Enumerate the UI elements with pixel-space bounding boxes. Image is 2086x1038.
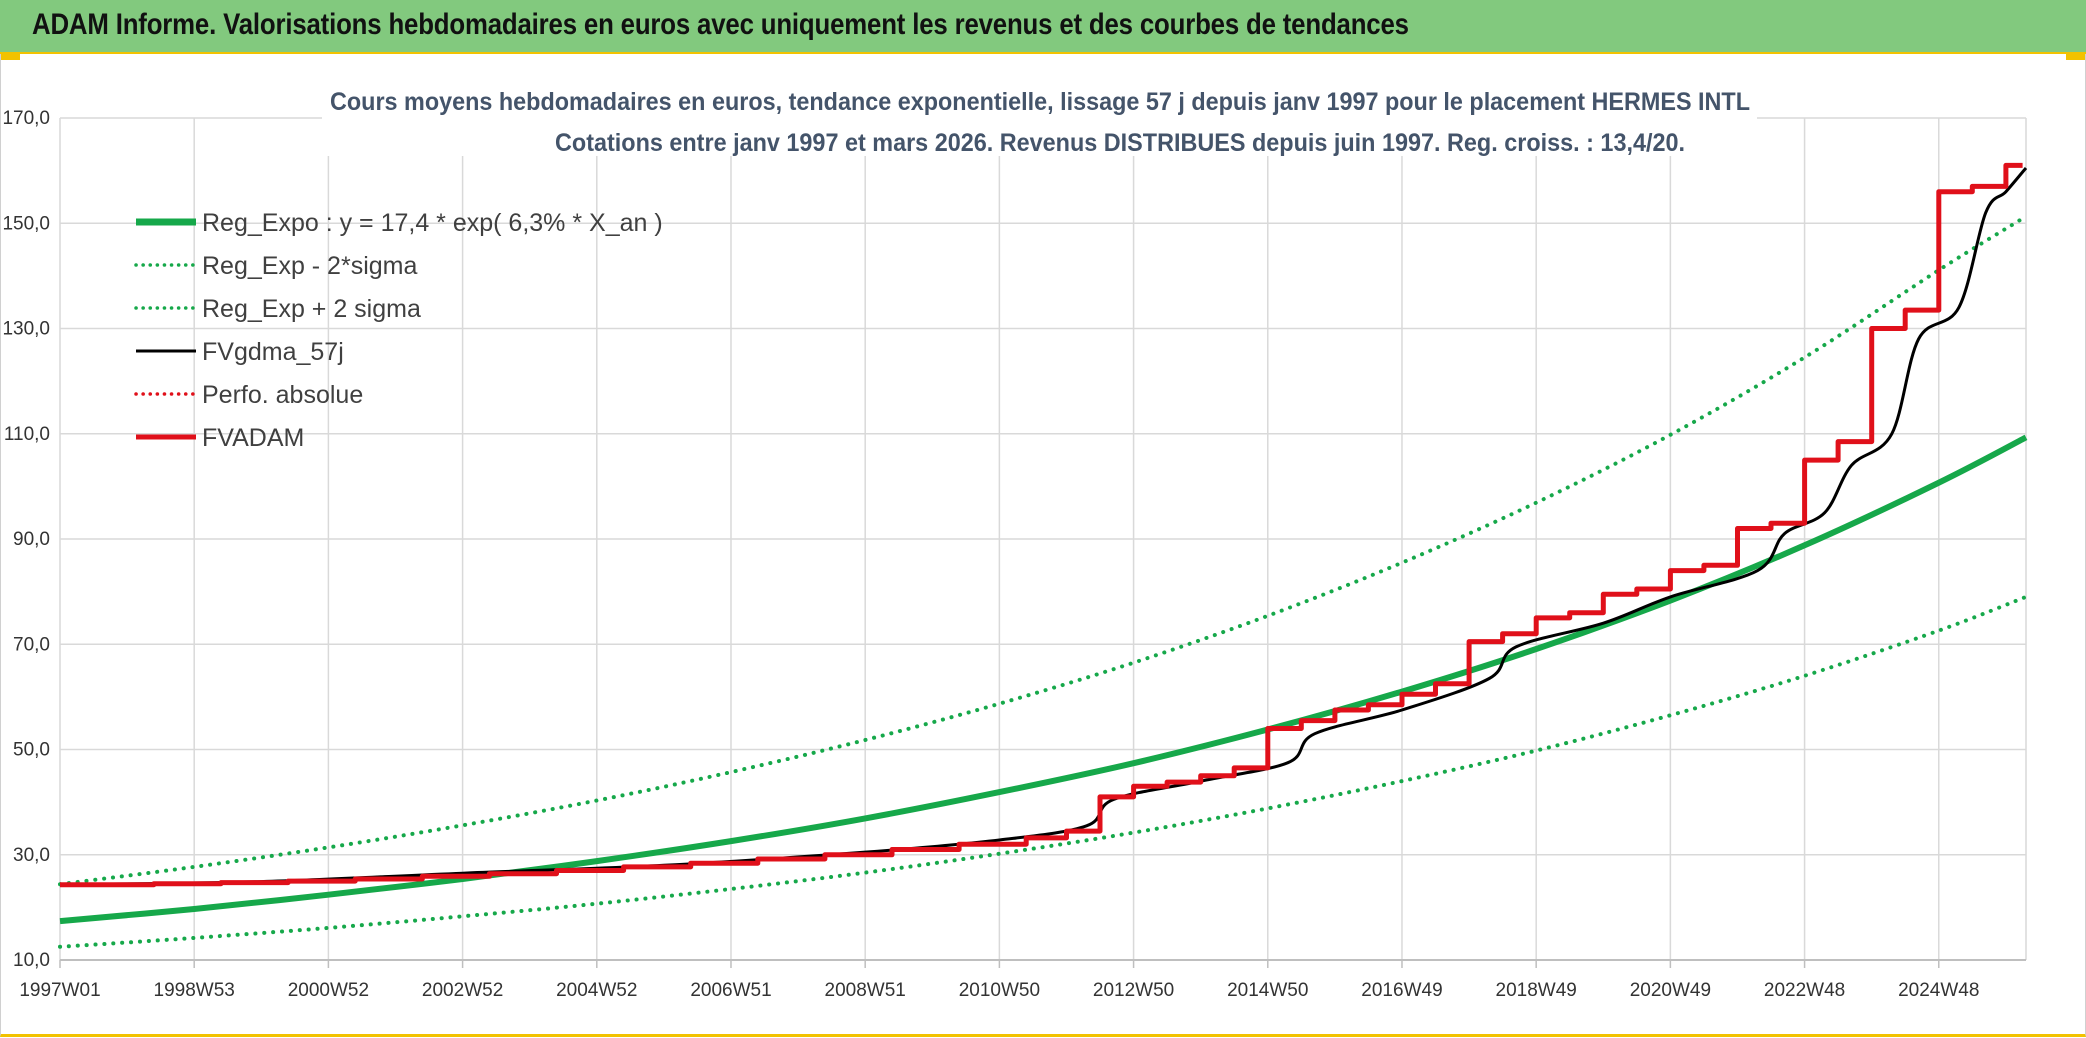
y-tick-label: 170,0 — [2, 108, 50, 129]
legend-label: Perfo. absolue — [202, 381, 363, 409]
x-tick-label: 2002W52 — [422, 980, 503, 1001]
chart-series — [58, 162, 2028, 949]
series-line-0 — [59, 434, 2028, 925]
x-tick-label: 2008W51 — [825, 980, 906, 1001]
y-tick-label: 90,0 — [13, 529, 50, 550]
series-line-1 — [58, 594, 2028, 949]
legend-label: Reg_Exp - 2*sigma — [202, 252, 417, 280]
y-tick-label: 30,0 — [13, 845, 50, 866]
x-tick-label: 1998W53 — [154, 980, 235, 1001]
y-tick-label: 10,0 — [13, 950, 50, 971]
x-tick-label: 1997W01 — [19, 980, 100, 1001]
x-tick-label: 2024W48 — [1898, 980, 1979, 1001]
x-tick-label: 2010W50 — [959, 980, 1040, 1001]
chart-legend: Reg_Expo : y = 17,4 * exp( 6,3% * X_an )… — [134, 209, 663, 452]
legend-label: Reg_Exp + 2 sigma — [202, 295, 421, 323]
x-tick-label: 2004W52 — [556, 980, 637, 1001]
y-tick-label: 50,0 — [13, 740, 50, 761]
series-line-5 — [60, 162, 2023, 888]
x-tick-label: 2016W49 — [1361, 980, 1442, 1001]
chart-axes: 10,0 30,0 50,0 70,0 90,0 110,0 130,0 150,0 170,0… — [2, 108, 2026, 1001]
x-tick-label: 2020W49 — [1630, 980, 1711, 1001]
page-title: ADAM Informe. Valorisations hebdomadaire… — [32, 8, 1409, 41]
chart-title-group: Cours moyens hebdomadaires en euros, ten… — [322, 78, 1757, 157]
chart-grid — [59, 117, 2027, 961]
y-tick-label: 70,0 — [13, 634, 50, 655]
chart-subtitle: Cotations entre janv 1997 et mars 2026. … — [555, 129, 1685, 157]
corner-accent-right — [2066, 52, 2086, 60]
y-tick-label: 130,0 — [2, 319, 50, 340]
x-tick-label: 2014W50 — [1227, 980, 1308, 1001]
header-banner: ADAM Informe. Valorisations hebdomadaire… — [0, 0, 2086, 54]
legend-label: FVgdma_57j — [202, 338, 344, 366]
x-tick-label: 2022W48 — [1764, 980, 1845, 1001]
x-tick-label: 2006W51 — [690, 980, 771, 1001]
y-tick-label: 150,0 — [2, 213, 50, 234]
x-tick-label: 2018W49 — [1496, 980, 1577, 1001]
y-tick-label: 110,0 — [4, 424, 50, 445]
legend-label: FVADAM — [202, 424, 304, 452]
chart-title: Cours moyens hebdomadaires en euros, ten… — [330, 88, 1750, 116]
series-line-2 — [58, 214, 2028, 887]
corner-accent-left — [0, 52, 20, 60]
x-tick-label: 2012W50 — [1093, 980, 1174, 1001]
x-tick-label: 2000W52 — [288, 980, 369, 1001]
legend-label: Reg_Expo : y = 17,4 * exp( 6,3% * X_an ) — [202, 209, 663, 237]
